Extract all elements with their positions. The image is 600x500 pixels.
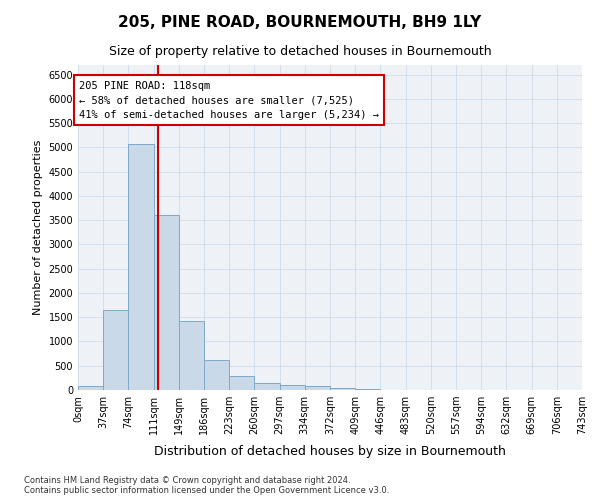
Bar [204,360,229,390]
Bar [103,310,128,390]
Bar [280,385,305,390]
Text: Contains HM Land Registry data © Crown copyright and database right 2024.
Contai: Contains HM Land Registry data © Crown c… [24,476,389,495]
Bar [355,388,380,390]
Bar [330,388,355,390]
Bar [179,321,204,390]
Bar [78,386,103,390]
Bar [154,216,179,390]
Bar [305,386,330,390]
X-axis label: Distribution of detached houses by size in Bournemouth: Distribution of detached houses by size … [154,446,506,458]
Text: Size of property relative to detached houses in Bournemouth: Size of property relative to detached ho… [109,45,491,58]
Text: 205, PINE ROAD, BOURNEMOUTH, BH9 1LY: 205, PINE ROAD, BOURNEMOUTH, BH9 1LY [118,15,482,30]
Y-axis label: Number of detached properties: Number of detached properties [33,140,43,315]
Bar [229,376,254,390]
Text: 205 PINE ROAD: 118sqm
← 58% of detached houses are smaller (7,525)
41% of semi-d: 205 PINE ROAD: 118sqm ← 58% of detached … [79,80,379,120]
Bar [254,382,280,390]
Bar [128,144,154,390]
